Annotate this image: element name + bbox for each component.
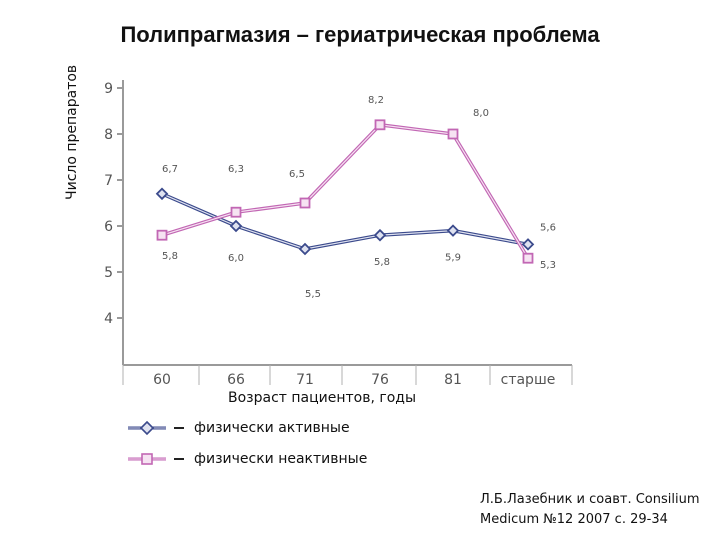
- data-label: 8,0: [473, 108, 489, 119]
- chart-data-labels: 6,7 6,0 5,5 5,8 5,9 5,6 5,8 6,3 6,5 8,2 8,0 5,3: [162, 95, 556, 300]
- y-tick-label: 7: [104, 173, 113, 189]
- x-tick-label: 71: [296, 372, 314, 388]
- data-point-active: [298, 242, 312, 256]
- series-line-highlight-0: [161, 193, 529, 250]
- chart-title: Полипрагмазия – гериатрическая проблема: [120, 22, 600, 47]
- citation-line-2: Medicum №12 2007 с. 29-34: [480, 512, 668, 527]
- series-line-0: [161, 192, 529, 251]
- data-label: 5,6: [540, 222, 556, 233]
- data-point-active: [155, 187, 169, 201]
- legend-item-active: физически активные: [128, 418, 350, 438]
- data-label: 5,8: [162, 251, 178, 262]
- citation-line-1: Л.Б.Лазебник и соавт. Consilium: [480, 492, 700, 507]
- data-point-inactive: [299, 197, 311, 209]
- y-tick-label: 8: [104, 127, 113, 143]
- x-tick-label: 76: [371, 372, 389, 388]
- legend-label-inactive: физически неактивные: [194, 451, 368, 467]
- data-point-active: [521, 238, 535, 251]
- chart-series: [155, 119, 535, 264]
- data-label: 5,5: [305, 289, 321, 300]
- legend-swatch-active: [128, 420, 184, 436]
- data-label: 5,9: [445, 253, 461, 264]
- data-point-inactive: [447, 128, 459, 140]
- data-label: 6,5: [289, 169, 305, 180]
- x-axis-label: Возраст пациентов, годы: [228, 390, 417, 406]
- y-tick-label: 5: [104, 265, 113, 281]
- y-tick-label: 4: [104, 311, 113, 327]
- data-label: 6,7: [162, 164, 178, 175]
- data-label: 6,3: [228, 164, 244, 175]
- data-label: 8,2: [368, 95, 384, 106]
- data-point-active: [373, 228, 387, 242]
- series-line-highlight-1: [161, 124, 529, 259]
- y-axis-label: Число препаратов: [64, 64, 80, 200]
- x-tick-label: 60: [153, 372, 171, 388]
- x-tick-label: 81: [444, 372, 462, 388]
- series-line-1: [161, 123, 530, 260]
- data-point-inactive: [156, 229, 168, 241]
- data-point-inactive: [522, 252, 534, 264]
- y-tick-label: 9: [104, 81, 113, 97]
- data-label: 5,3: [540, 260, 556, 271]
- data-point-inactive: [374, 119, 386, 131]
- legend-label-active: физически активные: [194, 420, 350, 436]
- legend-item-inactive: физически неактивные: [128, 449, 367, 469]
- data-label: 6,0: [228, 253, 244, 264]
- data-point-active: [446, 224, 460, 237]
- legend-swatch-inactive: [128, 453, 184, 465]
- data-label: 5,8: [374, 257, 390, 268]
- data-point-active: [229, 219, 243, 233]
- x-tick-label: старше: [501, 372, 556, 388]
- data-point-inactive: [230, 206, 242, 218]
- citation: Л.Б.Лазебник и соавт. Consilium Medicum …: [480, 490, 700, 530]
- chart-ticks: 4 5 6 7 8 9 60 66 71 76 81 старше: [104, 81, 573, 388]
- x-tick-label: 66: [227, 372, 245, 388]
- y-tick-label: 6: [104, 219, 113, 235]
